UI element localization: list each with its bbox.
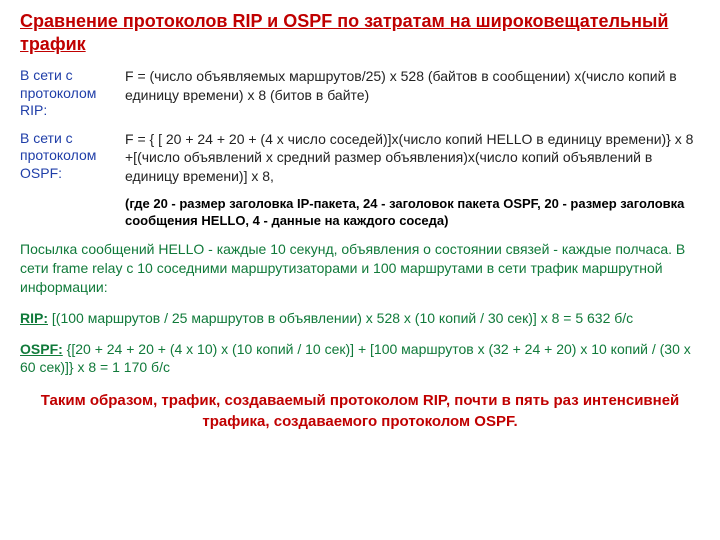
rip-calc-text: [(100 маршрутов / 25 маршрутов в объявле… [48,310,633,326]
rip-calculation: RIP: [(100 маршрутов / 25 маршрутов в об… [20,309,700,328]
slide-title: Сравнение протоколов RIP и OSPF по затра… [20,10,700,55]
rip-label: В сети с протоколом RIP: [20,67,125,120]
ospf-formula: F = { [ 20 + 24 + 20 + (4 x число соседе… [125,130,700,187]
ospf-label: В сети с протоколом OSPF: [20,130,125,187]
rip-row: В сети с протоколом RIP: F = (число объя… [20,67,700,120]
rip-formula: F = (число объявляемых маршрутов/25) x 5… [125,67,700,120]
header-sizes-note: (где 20 - размер заголовка IP-пакета, 24… [125,196,700,230]
rip-calc-lead: RIP: [20,310,48,326]
slide: Сравнение протоколов RIP и OSPF по затра… [0,0,720,442]
ospf-calculation: OSPF: {[20 + 24 + 20 + (4 x 10) x (10 ко… [20,340,700,378]
ospf-calc-lead: OSPF: [20,341,63,357]
ospf-calc-text: {[20 + 24 + 20 + (4 x 10) x (10 копий / … [20,341,691,376]
conclusion: Таким образом, трафик, создаваемый прото… [20,391,700,432]
ospf-row: В сети с протоколом OSPF: F = { [ 20 + 2… [20,130,700,187]
scenario-paragraph: Посылка сообщений HELLO - каждые 10 секу… [20,240,700,297]
